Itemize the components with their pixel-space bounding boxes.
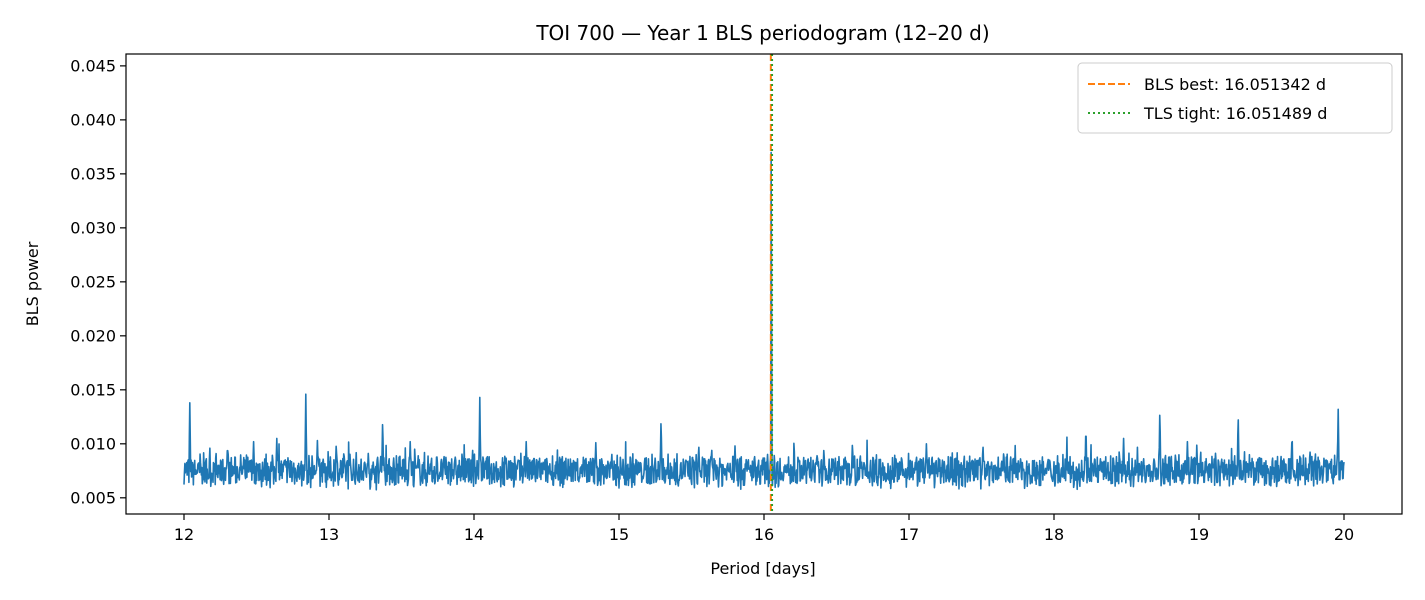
y-tick-label: 0.045 — [70, 56, 116, 75]
y-tick-label: 0.035 — [70, 164, 116, 183]
x-tick-label: 14 — [464, 525, 484, 544]
x-tick-label: 12 — [174, 525, 194, 544]
x-tick-label: 13 — [319, 525, 339, 544]
x-tick-label: 15 — [609, 525, 629, 544]
y-axis-label: BLS power — [23, 241, 42, 326]
y-tick-label: 0.010 — [70, 434, 116, 453]
legend-box — [1077, 62, 1393, 134]
x-tick-label: 19 — [1189, 525, 1209, 544]
x-tick-label: 16 — [754, 525, 774, 544]
legend-label-bls-best: BLS best: 16.051342 d — [1144, 75, 1326, 94]
series-layer — [183, 151, 1345, 491]
x-axis-label: Period [days] — [710, 559, 815, 578]
periodogram-series-line — [183, 151, 1345, 491]
legend: BLS best: 16.051342 d TLS tight: 16.0514… — [1077, 62, 1393, 134]
y-axis: 0.005 0.010 0.015 0.020 0.025 0.030 0.035 0.040… — [70, 56, 126, 507]
y-tick-label: 0.015 — [70, 380, 116, 399]
y-tick-label: 0.040 — [70, 110, 116, 129]
vline-layer — [769, 54, 774, 514]
x-tick-label: 18 — [1044, 525, 1064, 544]
chart-title: TOI 700 — Year 1 BLS periodogram (12–20 … — [535, 21, 989, 45]
legend-label-tls-tight: TLS tight: 16.051489 d — [1143, 104, 1327, 123]
y-tick-label: 0.020 — [70, 326, 116, 345]
y-tick-label: 0.025 — [70, 272, 116, 291]
y-tick-label: 0.030 — [70, 218, 116, 237]
x-axis: 12 13 14 15 16 17 18 19 20 — [174, 514, 1354, 544]
x-tick-label: 20 — [1334, 525, 1354, 544]
x-tick-label: 17 — [899, 525, 919, 544]
y-tick-label: 0.005 — [70, 488, 116, 507]
